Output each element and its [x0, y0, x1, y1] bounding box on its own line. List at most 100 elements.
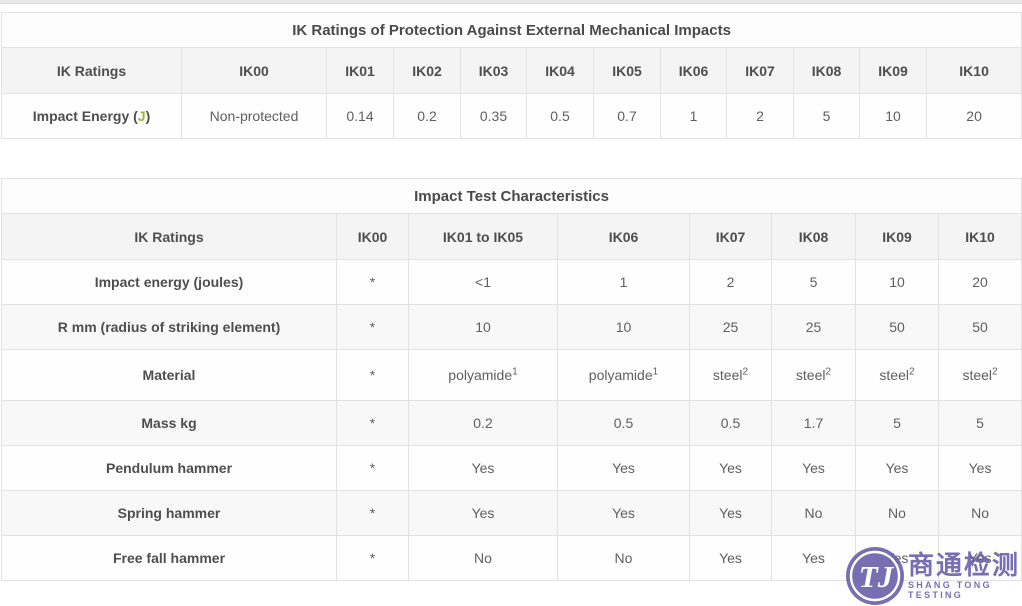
table1-header-row: IK Ratings IK00 IK01 IK02 IK03 IK04 IK05…: [1, 47, 1022, 94]
data-cell: Yes: [771, 535, 856, 581]
impact-energy-label-prefix: Impact Energy (: [32, 108, 138, 124]
table1-header-cell: IK09: [859, 47, 927, 94]
data-cell: 10: [557, 304, 690, 350]
table-row-material: Material * polyamide1 polyamide1 steel2 …: [1, 349, 1022, 401]
data-cell: 25: [689, 304, 772, 350]
footnote-marker: 2: [825, 366, 832, 378]
table1-header-cell: IK05: [593, 47, 661, 94]
data-cell: steel2: [689, 349, 772, 401]
table2-header-cell: IK10: [937, 213, 1022, 260]
data-cell: 10: [855, 259, 939, 305]
table1-header-cell: IK00: [181, 47, 327, 94]
joule-unit: J: [137, 108, 146, 124]
row-label: Mass kg: [1, 400, 337, 446]
data-cell: 0.7: [593, 93, 661, 139]
data-cell: 10: [408, 304, 558, 350]
data-cell: 0.5: [526, 93, 594, 139]
data-cell: *: [336, 445, 409, 491]
table-row-impact-energy: Impact energy (joules) * <1 1 2 5 10 20: [1, 259, 1022, 305]
table1-header-cell: IK02: [393, 47, 461, 94]
table1-header-cell: IK06: [660, 47, 727, 94]
data-cell: 1: [557, 259, 690, 305]
data-cell: 0.5: [557, 400, 690, 446]
table1-header-cell: IK03: [460, 47, 527, 94]
data-cell: 20: [925, 93, 1022, 139]
data-cell: 10: [859, 93, 927, 139]
data-cell: 0.2: [393, 93, 461, 139]
data-cell: *: [336, 400, 409, 446]
data-cell: 0.5: [689, 400, 772, 446]
data-cell: 5: [793, 93, 860, 139]
footnote-marker: 2: [909, 366, 915, 378]
table2-header-cell: IK00: [336, 213, 409, 260]
data-cell: 25: [771, 304, 856, 350]
data-cell: Yes: [557, 445, 690, 491]
data-cell: Yes: [689, 535, 772, 581]
table-row-mass: Mass kg * 0.2 0.5 0.5 1.7 5 5: [1, 400, 1022, 446]
data-cell: Yes: [557, 490, 690, 536]
data-cell: No: [408, 535, 558, 581]
data-cell: *: [336, 490, 409, 536]
data-cell: steel2: [937, 349, 1022, 401]
data-cell: <1: [408, 259, 558, 305]
table1-header-cell: IK08: [793, 47, 860, 94]
table1-header-cell: IK Ratings: [1, 47, 182, 94]
table-row-spring-hammer: Spring hammer * Yes Yes Yes No No No: [1, 490, 1022, 536]
data-cell: *: [336, 259, 409, 305]
table-row-radius: R mm (radius of striking element) * 10 1…: [1, 304, 1022, 350]
data-cell: Yes: [408, 490, 558, 536]
data-cell: *: [336, 535, 409, 581]
data-cell: No: [855, 490, 939, 536]
data-cell: Yes: [855, 445, 939, 491]
data-cell: 5: [937, 400, 1022, 446]
watermark: TJ 商通检测 SHANG TONG TESTING: [845, 546, 1022, 606]
data-cell: 5: [855, 400, 939, 446]
data-cell: No: [937, 490, 1022, 536]
data-cell: Non-protected: [181, 93, 327, 139]
data-cell: Yes: [937, 445, 1022, 491]
table1-header-cell: IK01: [326, 47, 394, 94]
data-cell: polyamide1: [557, 349, 690, 401]
data-cell: 1: [660, 93, 727, 139]
footnote-marker: 1: [512, 366, 518, 378]
material-value: steel: [879, 367, 909, 383]
watermark-english-name: SHANG TONG TESTING: [908, 580, 992, 600]
logo-monogram: TJ: [859, 559, 895, 594]
impact-test-characteristics-table: Impact Test Characteristics IK Ratings I…: [0, 178, 1022, 581]
data-cell: polyamide1: [408, 349, 558, 401]
table2-title: Impact Test Characteristics: [0, 178, 1022, 214]
row-label: Impact energy (joules): [1, 259, 337, 305]
material-value: steel: [712, 367, 743, 383]
data-cell: *: [336, 304, 409, 350]
data-cell: Yes: [771, 445, 856, 491]
data-cell: 5: [771, 259, 856, 305]
table1-energy-row: Impact Energy (J) Non-protected 0.14 0.2…: [1, 93, 1022, 139]
table2-header-cell: IK09: [855, 213, 939, 260]
table1-header-cell: IK07: [726, 47, 794, 94]
material-value: *: [369, 367, 376, 383]
data-cell: Yes: [689, 490, 772, 536]
footnote-marker: 2: [992, 366, 998, 378]
data-cell: 2: [689, 259, 772, 305]
data-cell: 20: [937, 259, 1022, 305]
data-cell: No: [771, 490, 856, 536]
table1-title: IK Ratings of Protection Against Externa…: [0, 12, 1022, 48]
data-cell: 0.2: [408, 400, 558, 446]
data-cell: 0.14: [326, 93, 394, 139]
data-cell: steel2: [771, 349, 856, 401]
table2-header-cell: IK07: [689, 213, 772, 260]
table2-header-cell: IK01 to IK05: [408, 213, 558, 260]
impact-energy-label: Impact Energy (J): [1, 93, 182, 139]
table1-header-cell: IK10: [925, 47, 1022, 94]
row-label: Free fall hammer: [1, 535, 337, 581]
footnote-marker: 2: [742, 366, 749, 378]
table2-header-cell: IK06: [557, 213, 690, 260]
watermark-chinese-name: 商通检测: [908, 551, 1021, 581]
table1-header-cell: IK04: [526, 47, 594, 94]
shang-tong-logo-icon: TJ: [846, 547, 904, 605]
footnote-marker: 1: [652, 366, 659, 378]
table-row-pendulum-hammer: Pendulum hammer * Yes Yes Yes Yes Yes Ye…: [1, 445, 1022, 491]
data-cell: 1.7: [771, 400, 856, 446]
watermark-text: 商通检测 SHANG TONG TESTING: [908, 552, 1022, 600]
table2-header-cell: IK Ratings: [1, 213, 337, 260]
